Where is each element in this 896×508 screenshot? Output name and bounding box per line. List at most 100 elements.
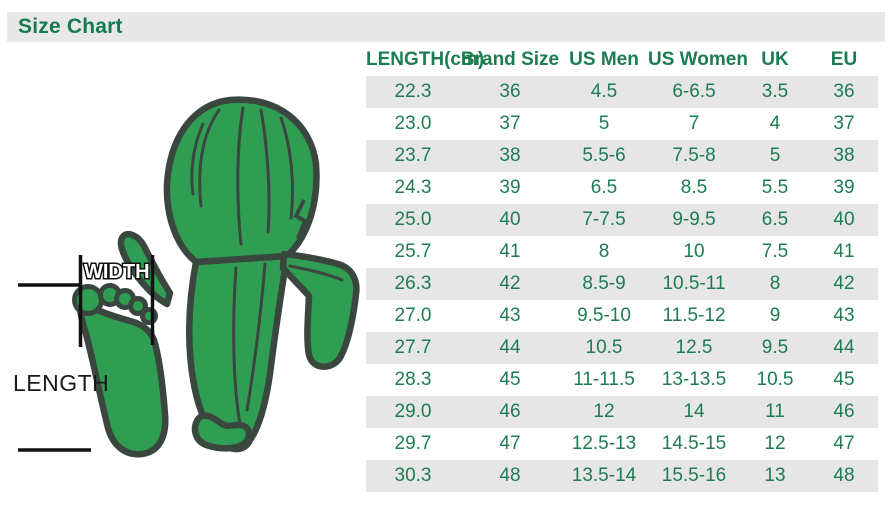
size-cell: 12 xyxy=(764,433,786,454)
column-header: Brand Size xyxy=(460,44,560,76)
size-cell: 5.5-6 xyxy=(582,145,626,166)
size-cell: 37 xyxy=(499,113,521,134)
size-cell: 43 xyxy=(833,305,855,326)
size-cell: 46 xyxy=(499,401,521,422)
size-cell: 9.5-10 xyxy=(577,305,631,326)
size-cell: 13 xyxy=(764,465,786,486)
page-title-bar: Size Chart xyxy=(7,12,885,42)
size-cell: 8.5 xyxy=(680,177,708,198)
width-label: WIDTH xyxy=(84,261,150,283)
size-cell: 23.7 xyxy=(394,145,432,166)
size-cell: 14.5-15 xyxy=(661,433,727,454)
size-cell: 45 xyxy=(499,369,521,390)
table-row: 29.0 46 12 14 11 46 xyxy=(366,396,878,428)
size-cell: 22.3 xyxy=(394,81,432,102)
size-cell: 27.7 xyxy=(394,337,432,358)
foot-measurement-illustration: WIDTH LENGTH xyxy=(13,96,360,458)
size-cell: 3.5 xyxy=(761,81,789,102)
size-cell: 6-6.5 xyxy=(672,81,716,102)
cactus-right-arm xyxy=(279,250,360,370)
size-cell: 36 xyxy=(499,81,521,102)
size-cell: 38 xyxy=(833,145,855,166)
table-row: 29.7 47 12.5-13 14.5-15 12 47 xyxy=(366,428,878,460)
size-cell: 13-13.5 xyxy=(661,369,727,390)
size-cell: 42 xyxy=(499,273,521,294)
table-row: 24.3 39 6.5 8.5 5.5 39 xyxy=(366,172,878,204)
size-cell: 29.7 xyxy=(394,433,432,454)
size-cell: 46 xyxy=(833,401,855,422)
size-cell: 6.5 xyxy=(590,177,618,198)
table-row: 26.3 42 8.5-9 10.5-11 8 42 xyxy=(366,268,878,300)
table-row: 27.0 43 9.5-10 11.5-12 9 43 xyxy=(366,300,878,332)
size-cell: 36 xyxy=(833,81,855,102)
size-cell: 12.5 xyxy=(675,337,713,358)
size-cell: 7 xyxy=(688,113,700,134)
size-cell: 12.5-13 xyxy=(571,433,637,454)
size-cell: 43 xyxy=(499,305,521,326)
table-row: 25.0 40 7-7.5 9-9.5 6.5 40 xyxy=(366,204,878,236)
size-cell: 24.3 xyxy=(394,177,432,198)
table-row: 30.3 48 13.5-14 15.5-16 13 48 xyxy=(366,460,878,492)
size-cell: 39 xyxy=(499,177,521,198)
size-cell: 41 xyxy=(499,241,521,262)
page-title: Size Chart xyxy=(18,15,123,38)
size-cell: 12 xyxy=(593,401,615,422)
cactus-crack-notch xyxy=(293,199,308,239)
size-chart-table: LENGTH(cm) Brand Size US Men US Women UK EU 2… xyxy=(366,44,878,492)
size-cell: 7.5-8 xyxy=(672,145,716,166)
size-cell: 10.5 xyxy=(756,369,794,390)
size-cell: 27.0 xyxy=(394,305,432,326)
table-row: 22.3 36 4.5 6-6.5 3.5 36 xyxy=(366,76,878,108)
size-cell: 15.5-16 xyxy=(661,465,727,486)
cactus-rear-foot xyxy=(191,412,253,452)
size-cell: 40 xyxy=(833,209,855,230)
size-cell: 48 xyxy=(833,465,855,486)
size-cell: 10.5-11 xyxy=(662,273,726,294)
size-cell: 10 xyxy=(683,241,705,262)
size-cell: 8 xyxy=(598,241,610,262)
size-cell: 11 xyxy=(765,401,785,422)
column-header: UK xyxy=(740,44,810,76)
column-header: US Women xyxy=(648,44,748,76)
size-cell: 10.5 xyxy=(585,337,623,358)
size-cell: 14 xyxy=(683,401,705,422)
cactus-left-arm xyxy=(117,230,174,308)
size-cell: 4 xyxy=(769,113,781,134)
size-cell: 7-7.5 xyxy=(582,209,626,230)
size-cell: 28.3 xyxy=(394,369,432,390)
size-cell: 25.7 xyxy=(394,241,432,262)
size-cell: 9-9.5 xyxy=(672,209,716,230)
size-cell: 11-11.5 xyxy=(573,369,635,390)
size-cell: 37 xyxy=(833,113,855,134)
size-table-body: 22.3 36 4.5 6-6.5 3.5 36 23.0 37 5 7 4 37 23.7 38 5.5-… xyxy=(366,76,878,492)
size-cell: 40 xyxy=(499,209,521,230)
size-cell: 5 xyxy=(598,113,610,134)
length-label: LENGTH xyxy=(13,370,109,396)
size-cell: 38 xyxy=(499,145,521,166)
size-cell: 6.5 xyxy=(761,209,789,230)
size-cell: 30.3 xyxy=(394,465,432,486)
size-cell: 7.5 xyxy=(761,241,789,262)
size-cell: 13.5-14 xyxy=(571,465,637,486)
size-table-header-row: LENGTH(cm) Brand Size US Men US Women UK EU xyxy=(366,44,878,76)
table-row: 23.0 37 5 7 4 37 xyxy=(366,108,878,140)
table-row: 25.7 41 8 10 7.5 41 xyxy=(366,236,878,268)
size-cell: 23.0 xyxy=(394,113,432,134)
size-cell: 8 xyxy=(769,273,781,294)
size-cell: 44 xyxy=(833,337,855,358)
table-row: 28.3 45 11-11.5 13-13.5 10.5 45 xyxy=(366,364,878,396)
size-cell: 48 xyxy=(499,465,521,486)
column-header: EU xyxy=(810,44,878,76)
size-cell: 8.5-9 xyxy=(582,273,626,294)
size-cell: 5 xyxy=(769,145,781,166)
size-cell: 4.5 xyxy=(590,81,618,102)
size-cell: 42 xyxy=(833,273,855,294)
size-cell: 39 xyxy=(833,177,855,198)
table-row: 23.7 38 5.5-6 7.5-8 5 38 xyxy=(366,140,878,172)
size-cell: 29.0 xyxy=(394,401,432,422)
size-cell: 47 xyxy=(499,433,521,454)
size-cell: 9 xyxy=(769,305,781,326)
size-cell: 47 xyxy=(833,433,855,454)
size-cell: 26.3 xyxy=(394,273,432,294)
size-cell: 25.0 xyxy=(394,209,432,230)
